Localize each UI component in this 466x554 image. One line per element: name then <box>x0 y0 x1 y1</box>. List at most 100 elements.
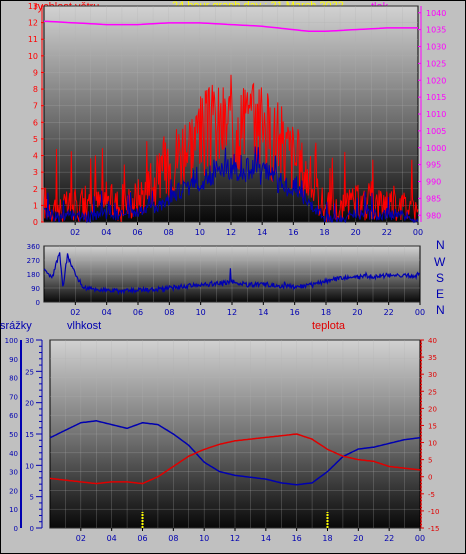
direction-n-bottom: N <box>436 303 445 317</box>
y-left-tick-label: 15 <box>25 431 34 439</box>
y-left-tick-label: 6 <box>33 118 38 127</box>
y-left-tick-label: 5 <box>30 494 34 502</box>
y-right-tick-label: 0 <box>428 474 432 482</box>
y-left-tick-label: 11 <box>28 35 38 44</box>
x-tick-label: 22 <box>384 308 394 317</box>
y-right-tick-label: 25 <box>428 388 437 396</box>
y-far-left-tick-label: 60 <box>9 412 18 420</box>
y-left-tick-label: 0 <box>30 525 34 533</box>
x-tick-label: 10 <box>199 534 209 543</box>
wind-direction-line <box>43 252 420 296</box>
y-far-left-tick-label: 80 <box>9 375 18 383</box>
direction-e: E <box>436 287 445 301</box>
x-tick-label: 14 <box>257 228 267 237</box>
humidity-temperature-chart: 0102030405060708090100051015202530-15-10… <box>5 337 440 543</box>
y-left-tick-label: 1 <box>33 201 38 210</box>
x-tick-label: 14 <box>258 308 268 317</box>
y-left-tick-label: 270 <box>27 257 40 265</box>
y-far-left-tick-label: 30 <box>9 469 18 477</box>
x-tick-label: 12 <box>230 534 240 543</box>
y-right-tick-label: 1000 <box>426 144 446 153</box>
y-right-tick-label: 1005 <box>426 127 446 136</box>
wind-gust-line <box>43 146 419 224</box>
temperature-label: teplota <box>312 320 346 332</box>
y-right-tick-label: 30 <box>428 371 437 379</box>
y-left-tick-label: 13 <box>28 2 38 11</box>
y-left-tick-label: 90 <box>31 285 40 293</box>
y-left-tick-label: 5 <box>33 135 38 144</box>
wind-speed-line <box>43 74 419 223</box>
y-left-tick-label: 10 <box>28 52 38 61</box>
y-far-left-tick-label: 20 <box>9 487 18 495</box>
y-right-tick-label: 1025 <box>426 59 446 68</box>
y-right-tick-label: 1010 <box>426 110 446 119</box>
x-tick-label: 20 <box>351 228 361 237</box>
x-tick-label: 14 <box>261 534 271 543</box>
y-left-tick-label: 20 <box>25 400 34 408</box>
wind-pressure-chart: 0123456789101112139809859909951000100510… <box>28 2 447 237</box>
x-tick-label: 08 <box>164 308 174 317</box>
y-right-tick-label: 995 <box>426 161 441 170</box>
y-right-tick-label: 980 <box>426 211 441 220</box>
y-right-tick-label: 5 <box>428 457 432 465</box>
y-right-tick-label: -5 <box>428 491 435 499</box>
y-right-tick-label: 10 <box>428 440 437 448</box>
rain-label: srážky <box>0 320 32 332</box>
y-far-left-tick-label: 70 <box>9 393 18 401</box>
x-tick-label: 20 <box>353 534 363 543</box>
humidity-label: vlhkost <box>67 320 102 332</box>
x-tick-label: 16 <box>290 308 300 317</box>
y-left-tick-label: 12 <box>28 19 38 28</box>
y-left-tick-label: 2 <box>33 185 38 194</box>
y-left-tick-label: 7 <box>33 102 38 111</box>
y-left-tick-label: 4 <box>33 152 38 161</box>
y-right-tick-label: -10 <box>428 508 439 516</box>
y-left-tick-label: 30 <box>25 337 34 345</box>
x-tick-label: 16 <box>292 534 302 543</box>
y-far-left-tick-label: 100 <box>5 337 18 345</box>
x-tick-label: 06 <box>132 228 142 237</box>
x-tick-label: 06 <box>133 308 143 317</box>
y-left-tick-label: 3 <box>33 168 38 177</box>
x-tick-label: 00 <box>415 534 425 543</box>
y-right-tick-label: 20 <box>428 405 437 413</box>
x-tick-label: 02 <box>76 534 86 543</box>
y-right-tick-label: 1035 <box>426 26 446 35</box>
y-far-left-tick-label: 50 <box>9 431 18 439</box>
y-left-tick-label: 0 <box>36 299 40 307</box>
y-left-tick-label: 8 <box>33 85 38 94</box>
x-tick-label: 00 <box>415 308 425 317</box>
x-tick-label: 10 <box>195 228 205 237</box>
x-tick-label: 02 <box>70 308 80 317</box>
x-tick-label: 00 <box>413 228 423 237</box>
direction-w: W <box>434 255 446 269</box>
x-tick-label: 20 <box>352 308 362 317</box>
y-left-tick-label: 10 <box>25 462 34 470</box>
direction-n-top: N <box>436 238 445 252</box>
x-tick-label: 08 <box>164 228 174 237</box>
temperature-line <box>49 433 421 485</box>
x-tick-label: 22 <box>382 228 392 237</box>
x-tick-label: 12 <box>227 308 237 317</box>
x-tick-label: 08 <box>168 534 178 543</box>
direction-s: S <box>436 271 445 285</box>
wind-direction-chart: 0 90 180 270 360 02 04 06 08 10 12 14 16 18 20 22 00 <box>27 243 425 317</box>
x-tick-label: 22 <box>384 534 394 543</box>
y-far-left-tick-label: 10 <box>9 506 18 514</box>
y-left-tick-label: 9 <box>33 68 38 77</box>
y-right-tick-label: 1040 <box>426 9 446 18</box>
x-tick-label: 02 <box>70 228 80 237</box>
y-right-tick-label: 1015 <box>426 93 446 102</box>
y-right-tick-label: 1030 <box>426 43 446 52</box>
humidity-line <box>49 420 421 486</box>
y-far-left-tick-label: 90 <box>9 356 18 364</box>
x-tick-label: 04 <box>101 228 111 237</box>
y-far-left-tick-label: 40 <box>9 450 18 458</box>
x-tick-label: 18 <box>321 308 331 317</box>
pressure-line <box>43 20 418 33</box>
x-tick-label: 12 <box>226 228 236 237</box>
y-right-tick-label: 15 <box>428 422 437 430</box>
y-left-tick-label: 0 <box>33 218 38 227</box>
y-left-tick-label: 360 <box>27 243 40 251</box>
x-tick-label: 10 <box>196 308 206 317</box>
